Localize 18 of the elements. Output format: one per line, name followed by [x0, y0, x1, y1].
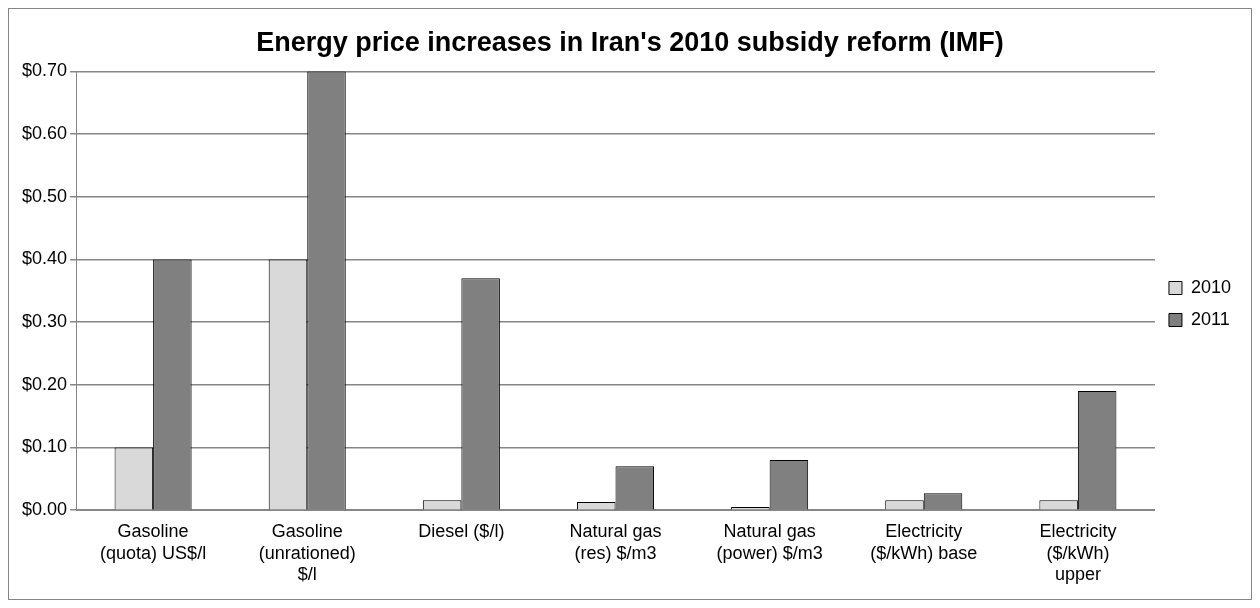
y-tick-label: $0.10 [22, 436, 68, 457]
y-tick-label: $0.40 [22, 248, 68, 269]
y-tick-label: $0.50 [22, 185, 68, 206]
y-tick-label: $0.70 [22, 60, 68, 81]
x-tick-label: Electricity ($/kWh) base [870, 520, 978, 563]
x-tick-label: Natural gas (power) $/m3 [716, 520, 823, 563]
x-tick-label: Gasoline (quota) US$/l [100, 520, 207, 563]
y-tick-label: $0.30 [22, 311, 68, 332]
x-tick-label: Electricity ($/kWh) upper [1039, 520, 1117, 585]
y-tick-label: $0.00 [22, 499, 68, 520]
y-tick-label: $0.60 [22, 123, 68, 144]
y-tick-label: $0.20 [22, 373, 68, 394]
chart-title: Energy price increases in Iran's 2010 subsidy reform (IMF) [256, 26, 1004, 57]
x-tick-label: Diesel ($/l) [418, 520, 505, 541]
legend-label: 2010 [1190, 276, 1231, 297]
x-tick-label: Natural gas (res) $/m3 [569, 520, 662, 563]
legend-label: 2011 [1190, 308, 1230, 329]
x-tick-label: Gasoline (unrationed) $/l [258, 520, 356, 585]
